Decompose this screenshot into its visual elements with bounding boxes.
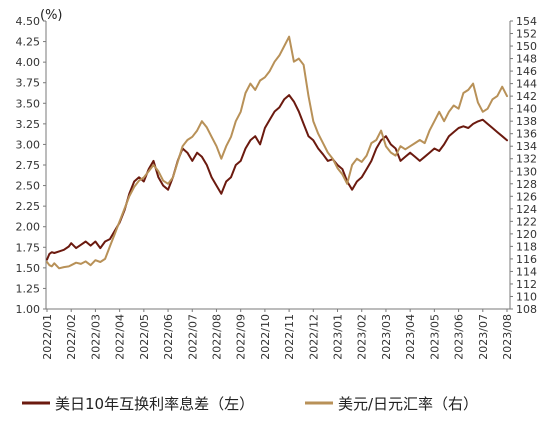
right-tick-label: 144	[516, 78, 537, 91]
left-tick-label: 3.50	[16, 97, 41, 110]
legend: 美日10年互换利率息差（左） 美元/日元汇率（右）	[22, 395, 478, 413]
left-tick-label: 3.00	[16, 138, 41, 151]
right-tick-label: 122	[516, 215, 537, 228]
right-tick-label: 114	[516, 265, 537, 278]
right-tick-label: 108	[516, 303, 537, 316]
x-tick-label: 2022/01	[41, 314, 54, 360]
right-tick-label: 146	[516, 65, 537, 78]
right-tick-label: 128	[516, 178, 537, 191]
right-tick-label: 150	[516, 40, 537, 53]
x-tick-label: 2022/02	[65, 314, 78, 360]
right-tick-label: 134	[516, 140, 537, 153]
right-tick-label: 110	[516, 290, 537, 303]
right-tick-label: 142	[516, 90, 537, 103]
x-tick-label: 2023/03	[380, 314, 393, 360]
left-tick-label: 2.25	[16, 200, 41, 213]
right-tick-label: 152	[516, 28, 537, 41]
series-layer	[46, 35, 508, 270]
left-tick-label: 1.00	[16, 303, 41, 316]
left-tick-label: 3.75	[16, 77, 41, 90]
series-line-swap-spread	[46, 94, 508, 261]
x-tick-label: 2022/05	[138, 314, 151, 360]
left-tick-label: 1.25	[16, 282, 41, 295]
unit-label: (%)	[40, 8, 63, 23]
legend-label-usdjpy: 美元/日元汇率（右）	[338, 395, 478, 413]
left-tick-label: 3.25	[16, 118, 41, 131]
right-tick-label: 138	[516, 115, 537, 128]
left-tick-label: 4.25	[16, 36, 41, 49]
x-tick-label: 2022/07	[186, 314, 199, 360]
legend-label-swap-spread: 美日10年互换利率息差（左）	[55, 395, 254, 413]
left-tick-label: 2.75	[16, 159, 41, 172]
x-tick-label: 2023/06	[453, 314, 466, 360]
right-tick-label: 112	[516, 278, 537, 291]
right-tick-label: 124	[516, 203, 537, 216]
x-tick-label: 2022/10	[259, 314, 272, 360]
left-tick-label: 2.50	[16, 180, 41, 193]
right-tick-label: 148	[516, 53, 537, 66]
x-tick-label: 2022/11	[283, 314, 296, 360]
right-tick-label: 154	[516, 15, 537, 28]
left-tick-label: 1.50	[16, 262, 41, 275]
left-tick-label: 4.00	[16, 56, 41, 69]
left-tick-label: 2.00	[16, 221, 41, 234]
axes-layer: (%) 1.00 1.25 1.50 1.75 2.00 2.25 2.50 2.75 3.00 3…	[16, 8, 538, 360]
x-tick-label: 2022/03	[89, 314, 102, 360]
right-tick-label: 136	[516, 128, 537, 141]
x-tick-label: 2022/09	[235, 314, 248, 360]
right-tick-label: 120	[516, 228, 537, 241]
series-line-usdjpy	[46, 35, 508, 270]
x-tick-label: 2023/02	[356, 314, 369, 360]
x-tick-label: 2023/04	[404, 314, 417, 360]
right-tick-label: 116	[516, 253, 537, 266]
x-tick-label: 2023/08	[501, 314, 514, 360]
right-tick-label: 132	[516, 153, 537, 166]
x-tick-label: 2022/12	[307, 314, 320, 360]
left-tick-label: 1.75	[16, 241, 41, 254]
right-tick-label: 140	[516, 103, 537, 116]
x-tick-label: 2022/06	[162, 314, 175, 360]
right-tick-label: 118	[516, 240, 537, 253]
x-tick-label: 2023/05	[428, 314, 441, 360]
x-tick-label: 2022/08	[210, 314, 223, 360]
right-tick-label: 126	[516, 190, 537, 203]
x-tick-label: 2023/01	[332, 314, 345, 360]
x-tick-label: 2022/04	[114, 314, 127, 360]
right-tick-label: 130	[516, 165, 537, 178]
left-tick-label: 4.50	[16, 15, 41, 28]
x-tick-label: 2023/07	[477, 314, 490, 360]
